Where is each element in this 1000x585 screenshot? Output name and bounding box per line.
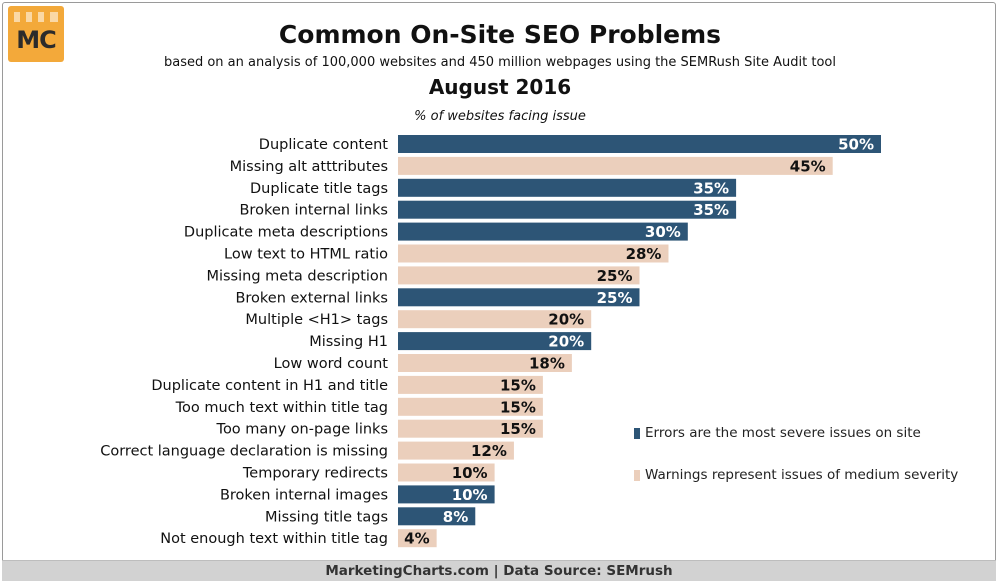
legend-swatch-warnings (634, 469, 640, 481)
bar-duplicate-title-tags (398, 178, 737, 197)
data-label-missing-meta-description: 25% (597, 267, 633, 285)
bar-missing-title-tags (398, 507, 476, 526)
category-label-correct-language-declaration-is-missing: Correct language declaration is missing (100, 444, 388, 460)
bar-low-word-count (398, 354, 572, 372)
data-label-multiple-h1-tags: 20% (548, 311, 584, 329)
legend-item-errors: Errors are the most severe issues on sit… (634, 425, 921, 441)
category-label-missing-title-tags: Missing title tags (265, 509, 388, 525)
category-label-duplicate-meta-descriptions: Duplicate meta descriptions (184, 225, 388, 241)
legend-label-warnings: Warnings represent issues of medium seve… (645, 467, 959, 483)
marketingcharts-logo: MC (8, 6, 64, 62)
chart-unit-label: % of websites facing issue (414, 109, 586, 124)
category-label-multiple-h1-tags: Multiple <H1> tags (245, 312, 388, 328)
data-label-missing-alt-atttributes: 45% (790, 157, 826, 175)
logo-text: MC (16, 26, 56, 54)
bar-missing-alt-atttributes (398, 156, 833, 175)
category-label-too-much-text-within-title-tag: Too much text within title tag (175, 400, 388, 416)
category-label-missing-meta-description: Missing meta description (206, 268, 388, 284)
data-label-duplicate-content: 50% (838, 136, 874, 154)
data-label-broken-internal-images: 10% (452, 486, 488, 504)
bar-broken-internal-links (398, 200, 737, 219)
category-label-not-enough-text-within-title-tag: Not enough text within title tag (160, 531, 388, 547)
data-label-missing-h1: 20% (548, 333, 584, 351)
chart-title: Common On-Site SEO Problems (278, 20, 722, 49)
bar-missing-meta-description (398, 266, 640, 285)
data-label-too-many-on-page-links: 15% (500, 420, 536, 438)
data-label-duplicate-meta-descriptions: 30% (645, 223, 681, 241)
data-label-missing-title-tags: 8% (443, 508, 468, 526)
category-label-broken-internal-links: Broken internal links (239, 203, 388, 219)
bar-correct-language-declaration-is-missing (398, 441, 514, 460)
data-label-broken-external-links: 25% (597, 289, 633, 307)
bar-broken-internal-images (398, 485, 495, 504)
bar-multiple-h1-tags (398, 310, 592, 329)
category-label-broken-external-links: Broken external links (235, 290, 388, 306)
legend-swatch-errors (634, 427, 640, 439)
category-label-low-word-count: Low word count (274, 356, 389, 372)
data-label-not-enough-text-within-title-tag: 4% (404, 530, 429, 548)
footer-source: MarketingCharts.com | Data Source: SEMru… (2, 560, 996, 581)
category-label-duplicate-content-in-h1-and-title: Duplicate content in H1 and title (151, 378, 388, 394)
data-label-duplicate-title-tags: 35% (693, 179, 729, 197)
category-label-duplicate-content: Duplicate content (259, 137, 389, 153)
data-label-low-word-count: 18% (529, 355, 565, 373)
category-label-missing-alt-atttributes: Missing alt atttributes (230, 159, 388, 175)
legend-item-warnings: Warnings represent issues of medium seve… (634, 467, 958, 483)
category-label-broken-internal-images: Broken internal images (220, 487, 388, 503)
data-label-temporary-redirects: 10% (452, 464, 488, 482)
data-label-low-text-to-html-ratio: 28% (626, 245, 662, 263)
bar-too-many-on-page-links (398, 419, 543, 438)
category-label-too-many-on-page-links: Too many on-page links (216, 422, 388, 438)
category-label-duplicate-title-tags: Duplicate title tags (250, 181, 388, 197)
chart-subtitle: based on an analysis of 100,000 websites… (163, 55, 836, 70)
data-label-broken-internal-links: 35% (693, 201, 729, 219)
category-label-missing-h1: Missing H1 (309, 334, 388, 350)
bar-not-enough-text-within-title-tag (398, 529, 437, 548)
bar-broken-external-links (398, 288, 640, 307)
legend-label-errors: Errors are the most severe issues on sit… (645, 425, 921, 441)
data-label-duplicate-content-in-h1-and-title: 15% (500, 376, 536, 394)
bar-duplicate-meta-descriptions (398, 222, 688, 241)
bar-missing-h1 (398, 332, 592, 351)
bar-too-much-text-within-title-tag (398, 397, 543, 416)
bar-duplicate-content (398, 135, 881, 153)
chart-date: August 2016 (428, 75, 572, 99)
category-label-temporary-redirects: Temporary redirects (242, 466, 388, 482)
bar-temporary-redirects (398, 463, 495, 482)
bar-low-text-to-html-ratio (398, 244, 669, 263)
data-label-too-much-text-within-title-tag: 15% (500, 398, 536, 416)
bar-duplicate-content-in-h1-and-title (398, 375, 543, 394)
category-label-low-text-to-html-ratio: Low text to HTML ratio (224, 247, 388, 263)
data-label-correct-language-declaration-is-missing: 12% (471, 442, 507, 460)
